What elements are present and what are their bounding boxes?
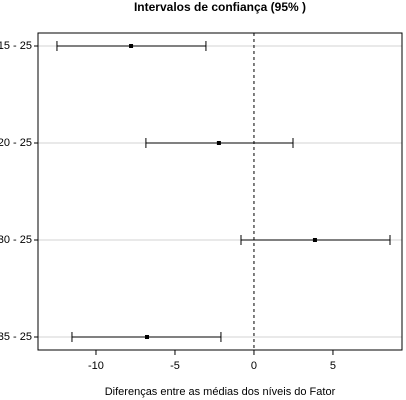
estimate-point [312, 238, 317, 242]
y-tick-label: 15 - 25 [0, 40, 32, 52]
x-tick-label: 0 [251, 360, 257, 372]
y-tick-label: 20 - 25 [0, 137, 32, 149]
x-tick-label: -5 [170, 360, 180, 372]
estimate-point [129, 44, 134, 48]
estimate-point [145, 335, 150, 339]
plot-frame [37, 32, 403, 351]
y-tick-label: 30 - 25 [0, 234, 32, 246]
x-tick-label: -10 [88, 360, 104, 372]
chart-title: Intervalos de confiança (95% ) [134, 0, 306, 14]
y-tick-label: 35 - 25 [0, 331, 32, 343]
x-tick-label: 5 [330, 360, 336, 372]
x-axis-label: Diferenças entre as médias dos níveis do… [105, 386, 336, 398]
estimate-point [216, 141, 221, 145]
